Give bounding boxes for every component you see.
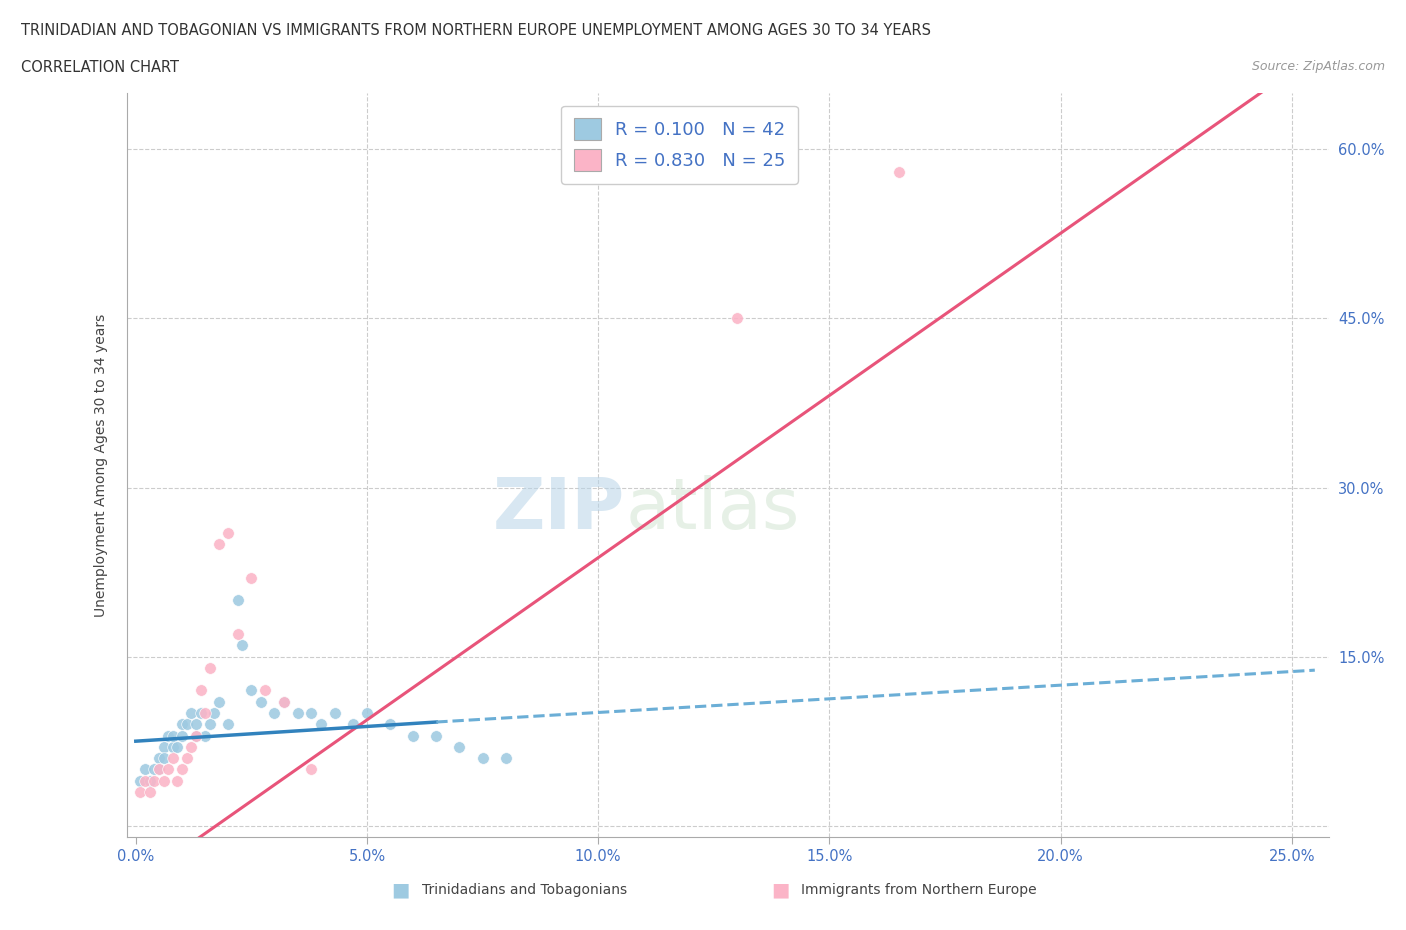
Point	[208, 537, 231, 551]
Point	[342, 717, 364, 732]
Point	[725, 311, 748, 325]
Point	[240, 683, 263, 698]
Point	[157, 762, 180, 777]
Point	[217, 717, 239, 732]
Point	[226, 627, 249, 642]
Point	[162, 728, 184, 743]
Point	[134, 773, 156, 788]
Point	[208, 695, 231, 710]
Point	[194, 706, 217, 721]
Point	[217, 525, 239, 540]
Legend: R = 0.100   N = 42, R = 0.830   N = 25: R = 0.100 N = 42, R = 0.830 N = 25	[561, 106, 799, 184]
Point	[152, 739, 174, 754]
Point	[170, 717, 193, 732]
Point	[425, 728, 447, 743]
Text: atlas: atlas	[626, 475, 800, 544]
Text: Trinidadians and Tobagonians: Trinidadians and Tobagonians	[422, 883, 627, 897]
Point	[184, 728, 207, 743]
Text: Source: ZipAtlas.com: Source: ZipAtlas.com	[1251, 60, 1385, 73]
Text: ■: ■	[770, 881, 790, 899]
Point	[198, 717, 221, 732]
Point	[194, 728, 217, 743]
Point	[162, 739, 184, 754]
Point	[287, 706, 309, 721]
Point	[157, 728, 180, 743]
Point	[323, 706, 346, 721]
Point	[129, 785, 152, 800]
Point	[231, 638, 253, 653]
Point	[176, 751, 198, 765]
Point	[166, 773, 188, 788]
Point	[170, 728, 193, 743]
Point	[402, 728, 425, 743]
Point	[162, 751, 184, 765]
Point	[184, 728, 207, 743]
Point	[148, 762, 170, 777]
Point	[152, 751, 174, 765]
Point	[152, 773, 174, 788]
Point	[143, 762, 166, 777]
Point	[887, 165, 910, 179]
Point	[138, 773, 160, 788]
Point	[378, 717, 401, 732]
Point	[148, 751, 170, 765]
Point	[190, 706, 212, 721]
Text: CORRELATION CHART: CORRELATION CHART	[21, 60, 179, 75]
Point	[166, 739, 188, 754]
Point	[495, 751, 517, 765]
Point	[356, 706, 378, 721]
Text: ■: ■	[391, 881, 411, 899]
Point	[449, 739, 471, 754]
Point	[202, 706, 225, 721]
Point	[180, 739, 202, 754]
Point	[129, 773, 152, 788]
Point	[143, 773, 166, 788]
Point	[240, 570, 263, 585]
Point	[309, 717, 332, 732]
Point	[254, 683, 277, 698]
Point	[198, 660, 221, 675]
Point	[471, 751, 494, 765]
Point	[138, 785, 160, 800]
Point	[134, 762, 156, 777]
Text: TRINIDADIAN AND TOBAGONIAN VS IMMIGRANTS FROM NORTHERN EUROPE UNEMPLOYMENT AMONG: TRINIDADIAN AND TOBAGONIAN VS IMMIGRANTS…	[21, 23, 931, 38]
Point	[170, 762, 193, 777]
Point	[226, 592, 249, 607]
Point	[273, 695, 295, 710]
Text: Immigrants from Northern Europe: Immigrants from Northern Europe	[801, 883, 1038, 897]
Y-axis label: Unemployment Among Ages 30 to 34 years: Unemployment Among Ages 30 to 34 years	[94, 313, 108, 617]
Point	[273, 695, 295, 710]
Point	[249, 695, 271, 710]
Point	[263, 706, 285, 721]
Point	[180, 706, 202, 721]
Point	[184, 717, 207, 732]
Text: ZIP: ZIP	[494, 475, 626, 544]
Point	[301, 762, 323, 777]
Point	[301, 706, 323, 721]
Point	[190, 683, 212, 698]
Point	[176, 717, 198, 732]
Point	[148, 762, 170, 777]
